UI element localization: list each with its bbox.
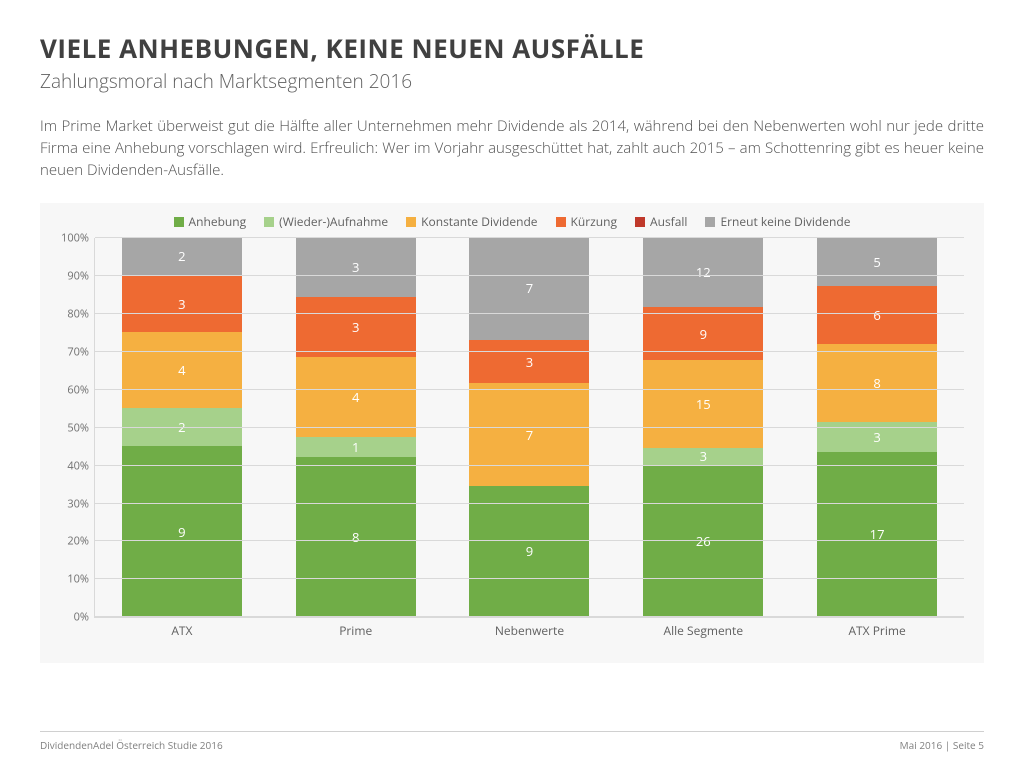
footer-right: Mai 2016 | Seite 5 — [900, 738, 984, 752]
chart-legend: Anhebung (Wieder-)Aufnahme Konstante Divid… — [50, 213, 974, 230]
bar-segment: 17 — [817, 452, 937, 618]
page-footer: DividendenAdel Österreich Studie 2016 Ma… — [40, 731, 984, 752]
legend-item: Erneut keine Dividende — [705, 213, 850, 230]
legend-item: (Wieder-)Aufnahme — [264, 213, 388, 230]
y-axis-label: 20% — [55, 534, 89, 549]
y-axis-label: 0% — [55, 610, 89, 625]
bar-segment: 3 — [296, 237, 416, 297]
bar-segment: 3 — [643, 448, 763, 466]
y-axis-label: 90% — [55, 269, 89, 284]
page-subtitle: Zahlungsmoral nach Marktsegmenten 2016 — [40, 68, 984, 94]
legend-item: Anhebung — [174, 213, 247, 230]
legend-swatch — [406, 217, 416, 227]
y-axis-label: 40% — [55, 458, 89, 473]
page-title: VIELE ANHEBUNGEN, KEINE NEUEN AUSFÄLLE — [40, 30, 984, 66]
legend-swatch — [635, 217, 645, 227]
y-axis-label: 100% — [55, 231, 89, 246]
chart-container: Anhebung (Wieder-)Aufnahme Konstante Divid… — [40, 203, 984, 663]
x-axis-label: ATX Prime — [817, 622, 937, 639]
grid-line — [95, 427, 964, 428]
grid-line — [95, 351, 964, 352]
chart-plot: 92432ATX81433Prime9737Nebenwerte26315912… — [94, 238, 964, 618]
legend-swatch — [705, 217, 715, 227]
grid-line — [95, 275, 964, 276]
legend-label: Konstante Dividende — [421, 213, 537, 230]
bar-segment: 12 — [643, 237, 763, 307]
chart-bars: 92432ATX81433Prime9737Nebenwerte26315912… — [95, 238, 964, 617]
legend-swatch — [174, 217, 184, 227]
x-axis-label: Nebenwerte — [469, 622, 589, 639]
bar-segment: 3 — [469, 340, 589, 384]
legend-label: Anhebung — [189, 213, 247, 230]
bar-segment: 9 — [122, 446, 242, 617]
bar-segment: 5 — [817, 237, 937, 286]
grid-line — [95, 237, 964, 238]
legend-label: Kürzung — [571, 213, 617, 230]
bar-segment: 3 — [296, 297, 416, 357]
bar-segment: 3 — [122, 275, 242, 332]
body-text: Im Prime Market überweist gut die Hälfte… — [40, 116, 984, 181]
y-axis-label: 60% — [55, 382, 89, 397]
x-axis-label: Prime — [296, 622, 416, 639]
legend-item: Konstante Dividende — [406, 213, 537, 230]
bar-segment: 1 — [296, 437, 416, 457]
y-axis-label: 10% — [55, 572, 89, 587]
x-axis-label: Alle Segmente — [643, 622, 763, 639]
bar-segment: 6 — [817, 286, 937, 344]
y-axis-label: 50% — [55, 420, 89, 435]
grid-line — [95, 389, 964, 390]
legend-label: Ausfall — [650, 213, 687, 230]
y-axis-label: 30% — [55, 496, 89, 511]
grid-line — [95, 465, 964, 466]
bar-segment: 4 — [296, 357, 416, 437]
y-axis-label: 70% — [55, 344, 89, 359]
legend-swatch — [264, 217, 274, 227]
footer-left: DividendenAdel Österreich Studie 2016 — [40, 738, 223, 752]
y-axis-label: 80% — [55, 307, 89, 322]
bar-segment: 7 — [469, 383, 589, 485]
bar-segment: 8 — [817, 344, 937, 422]
bar-segment: 4 — [122, 332, 242, 408]
grid-line — [95, 616, 964, 617]
legend-label: Erneut keine Dividende — [720, 213, 850, 230]
legend-item: Kürzung — [556, 213, 617, 230]
bar-segment: 2 — [122, 237, 242, 275]
grid-line — [95, 540, 964, 541]
legend-label: (Wieder-)Aufnahme — [279, 213, 388, 230]
grid-line — [95, 313, 964, 314]
grid-line — [95, 503, 964, 504]
bar-segment: 7 — [469, 237, 589, 339]
bar-segment: 9 — [469, 486, 589, 618]
x-axis-label: ATX — [122, 622, 242, 639]
bar-segment: 8 — [296, 457, 416, 617]
bar-segment: 15 — [643, 360, 763, 448]
grid-line — [95, 578, 964, 579]
legend-item: Ausfall — [635, 213, 687, 230]
bar-segment: 9 — [643, 307, 763, 360]
legend-swatch — [556, 217, 566, 227]
